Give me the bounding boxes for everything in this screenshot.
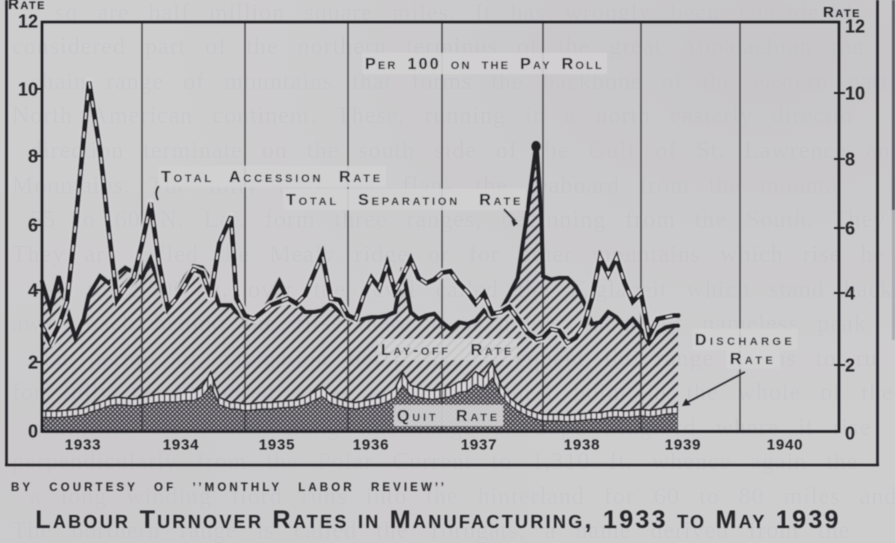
- svg-text:1940: 1940: [767, 437, 804, 454]
- svg-text:North American continent. Thes: North American continent. These, running…: [12, 103, 853, 129]
- svg-text:6: 6: [845, 219, 855, 239]
- svg-text:4: 4: [28, 281, 38, 301]
- svg-text:10: 10: [18, 80, 38, 100]
- svg-text:Total Separation Rate: Total Separation Rate: [286, 192, 523, 209]
- svg-text:a long winding fiord runs into: a long winding fiord runs into the hinte…: [30, 484, 895, 510]
- svg-text:1934: 1934: [163, 437, 200, 454]
- svg-text:1937: 1937: [461, 437, 498, 454]
- svg-text:6: 6: [28, 216, 38, 236]
- svg-text:0: 0: [28, 422, 38, 442]
- svg-text:2: 2: [28, 353, 38, 373]
- svg-text:55 to 60 N. Lat. form three ra: 55 to 60 N. Lat. form three ranges, begi…: [30, 207, 895, 233]
- svg-text:Rate: Rate: [8, 0, 46, 13]
- svg-text:0: 0: [845, 424, 855, 444]
- svg-text:12: 12: [845, 17, 865, 37]
- svg-text:Labour Turnover Rates in Manuf: Labour Turnover Rates in Manufacturing, …: [35, 506, 840, 534]
- svg-text:1939: 1939: [665, 437, 702, 454]
- svg-text:8: 8: [845, 150, 855, 170]
- svg-text:Total Accession Rate: Total Accession Rate: [161, 169, 383, 186]
- svg-text:1938: 1938: [564, 437, 601, 454]
- svg-text:Discharge: Discharge: [695, 332, 795, 349]
- svg-text:1935: 1935: [259, 437, 296, 454]
- svg-text:4: 4: [845, 284, 855, 304]
- svg-text:direction terminate on the sou: direction terminate on the south side of…: [30, 138, 895, 164]
- svg-text:Per 100 on the Pay Roll: Per 100 on the Pay Roll: [365, 56, 604, 73]
- svg-text:Rate: Rate: [730, 351, 776, 368]
- svg-text:10: 10: [845, 84, 865, 104]
- svg-text:2: 2: [845, 356, 855, 376]
- svg-text:1936: 1936: [353, 437, 390, 454]
- svg-text:12: 12: [18, 12, 38, 32]
- svg-text:perpendicularly from the Polar: perpendicularly from the Polar Current t…: [12, 449, 858, 475]
- svg-text:Rate: Rate: [823, 4, 861, 21]
- svg-text:BY COURTESY OF ’’MONTHLY LABOR: BY COURTESY OF ’’MONTHLY LABOR REVIEW’’: [11, 482, 447, 494]
- svg-text:The northern range is called t: The northern range is called the Torngat…: [12, 518, 850, 543]
- svg-text:Quit Rate: Quit Rate: [397, 408, 500, 425]
- svg-text:Lay-off Rate: Lay-off Rate: [381, 342, 514, 359]
- svg-text:1933: 1933: [65, 437, 102, 454]
- svg-text:8: 8: [28, 147, 38, 167]
